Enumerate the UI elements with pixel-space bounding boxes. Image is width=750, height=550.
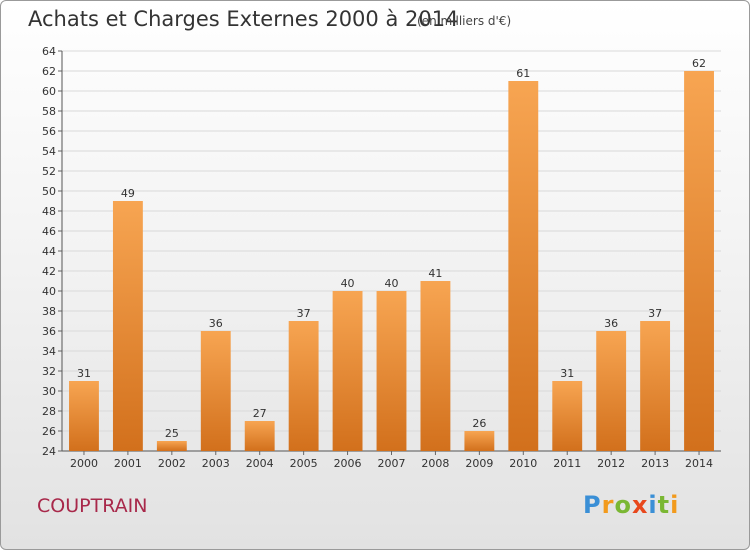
x-tick-label: 2001 — [114, 457, 142, 470]
y-tick-label: 62 — [42, 65, 56, 78]
x-tick-label: 2008 — [421, 457, 449, 470]
x-tick-label: 2007 — [378, 457, 406, 470]
labels: 2000 31 2001 49 2002 25 2003 36 2004 27 2005 37 2006… — [70, 57, 713, 470]
x-tick-label: 2012 — [597, 457, 625, 470]
data-label: 40 — [385, 277, 399, 290]
data-label: 27 — [253, 407, 267, 420]
y-tick-label: 24 — [42, 445, 56, 458]
y-tick-label: 46 — [42, 225, 56, 238]
y-tick-label: 52 — [42, 165, 56, 178]
y-tick-label: 60 — [42, 85, 56, 98]
y-tick-label: 26 — [42, 425, 56, 438]
data-label: 31 — [77, 367, 91, 380]
x-tick-label: 2006 — [334, 457, 362, 470]
bar-2005 — [288, 321, 319, 451]
y-tick-label: 32 — [42, 365, 56, 378]
y-tick-label: 30 — [42, 385, 56, 398]
bar-2002 — [156, 441, 187, 451]
data-label: 62 — [692, 57, 706, 70]
data-label: 36 — [209, 317, 223, 330]
y-tick-label: 44 — [42, 245, 56, 258]
bar-2009 — [464, 431, 495, 451]
bar-2000 — [69, 381, 99, 451]
bar-2004 — [244, 421, 275, 451]
x-tick-label: 2005 — [290, 457, 318, 470]
y-tick-label: 28 — [42, 405, 56, 418]
x-tick-label: 2011 — [553, 457, 581, 470]
y-tick-label: 42 — [42, 265, 56, 278]
bar-2001 — [112, 201, 143, 451]
x-tick-label: 2009 — [465, 457, 493, 470]
data-label: 26 — [472, 417, 486, 430]
bars — [69, 71, 714, 451]
x-tick-label: 2010 — [509, 457, 537, 470]
commune-name: COUPTRAIN — [37, 495, 148, 517]
y-tick-label: 48 — [42, 205, 56, 218]
x-tick-label: 2003 — [202, 457, 230, 470]
data-label: 37 — [648, 307, 662, 320]
y-tick-label: 54 — [42, 145, 56, 158]
data-label: 25 — [165, 427, 179, 440]
data-label: 31 — [560, 367, 574, 380]
y-tick-label: 58 — [42, 105, 56, 118]
data-label: 40 — [341, 277, 355, 290]
data-label: 41 — [428, 267, 442, 280]
bar-2013 — [640, 321, 671, 451]
bar-2008 — [420, 281, 451, 451]
bar-2006 — [332, 291, 363, 451]
bar-2012 — [596, 331, 627, 451]
x-tick-label: 2000 — [70, 457, 98, 470]
bar-2003 — [200, 331, 231, 451]
chart-title: Achats et Charges Externes 2000 à 2014 — [28, 7, 459, 31]
bar-2011 — [552, 381, 583, 451]
y-tick-label: 38 — [42, 305, 56, 318]
y-tick-label: 34 — [42, 345, 56, 358]
y-tick-label: 56 — [42, 125, 56, 138]
x-tick-label: 2002 — [158, 457, 186, 470]
data-label: 61 — [516, 67, 530, 80]
chart-subtitle: (en milliers d'€) — [417, 14, 512, 28]
y-tick-label: 50 — [42, 185, 56, 198]
bar-2007 — [376, 291, 407, 451]
x-tick-label: 2013 — [641, 457, 669, 470]
y-tick-label: 64 — [42, 45, 56, 58]
proxiti-logo[interactable]: Proxiti — [583, 491, 680, 519]
y-tick-label: 36 — [42, 325, 56, 338]
bar-2014 — [684, 71, 714, 451]
x-tick-label: 2014 — [685, 457, 713, 470]
data-label: 36 — [604, 317, 618, 330]
data-label: 49 — [121, 187, 135, 200]
bar-2010 — [508, 81, 539, 451]
y-tick-label: 40 — [42, 285, 56, 298]
x-tick-label: 2004 — [246, 457, 274, 470]
data-label: 37 — [297, 307, 311, 320]
